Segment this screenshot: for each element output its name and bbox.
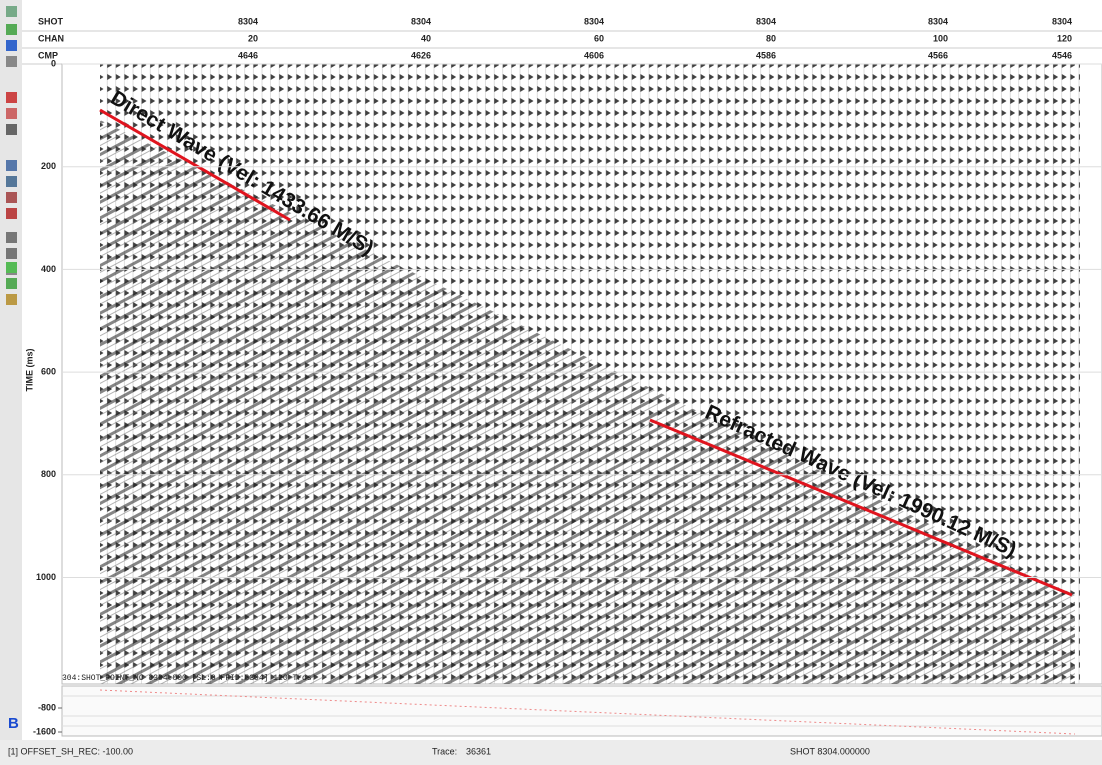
caption: 304:SHOT_POINT_NO 8304.000 [SL:0 FFID:83… [62, 674, 312, 683]
panel-marker[interactable]: B [8, 715, 19, 732]
status-trace: 36361 [466, 746, 491, 756]
header-value: 8304 [238, 16, 258, 26]
header-value: 8304 [756, 16, 776, 26]
seismic-viewer: Direct Wave (Vel: 1433.66 M/S) Refracted… [0, 0, 1102, 765]
y-tick-label: 200 [41, 161, 56, 171]
y-tick-label: -1600 [33, 726, 56, 736]
header-value: 4566 [928, 50, 948, 60]
header-value: 8304 [584, 16, 604, 26]
header-value: 100 [933, 33, 948, 43]
header-value: 120 [1057, 33, 1072, 43]
header-value: 40 [421, 33, 431, 43]
y-tick-label: 600 [41, 366, 56, 376]
y-tick-label: -800 [38, 702, 56, 712]
header-value: 4626 [411, 50, 431, 60]
header-value: 4546 [1052, 50, 1072, 60]
y-tick-label: 1000 [36, 572, 56, 582]
y-tick-label: 800 [41, 469, 56, 479]
status-trace-label: Trace: [432, 746, 457, 756]
header-value: 8304 [411, 16, 431, 26]
header-value: 80 [766, 33, 776, 43]
header-label: CHAN [38, 33, 64, 43]
lower-panel [62, 686, 1102, 736]
axis-label: TIME (ms) [24, 348, 34, 391]
header-value: 4586 [756, 50, 776, 60]
header-value: 60 [594, 33, 604, 43]
header-label: SHOT [38, 16, 64, 26]
status-shot: SHOT 8304.000000 [790, 746, 870, 756]
header-value: 4646 [238, 50, 258, 60]
header-value: 8304 [1052, 16, 1072, 26]
y-tick-label: 0 [51, 58, 56, 68]
header-value: 20 [248, 33, 258, 43]
status-bar [0, 740, 1102, 765]
y-tick-label: 400 [41, 264, 56, 274]
header-value: 8304 [928, 16, 948, 26]
status-offset: [1] OFFSET_SH_REC: -100.00 [8, 746, 133, 756]
header-value: 4606 [584, 50, 604, 60]
